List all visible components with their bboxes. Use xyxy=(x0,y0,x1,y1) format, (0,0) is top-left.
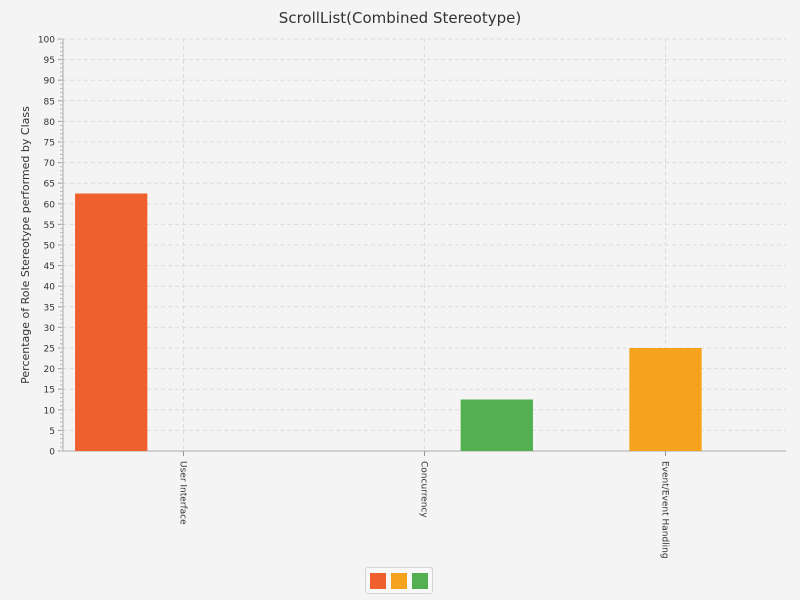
y-tick-label: 0 xyxy=(49,448,55,458)
y-tick-label: 90 xyxy=(44,77,56,87)
y-tick-label: 10 xyxy=(44,406,56,416)
y-tick-label: 35 xyxy=(44,303,55,313)
y-tick-label: 25 xyxy=(44,345,55,355)
y-tick-label: 20 xyxy=(44,365,56,375)
chart-title: ScrollList(Combined Stereotype) xyxy=(279,9,521,27)
y-tick-label: 5 xyxy=(49,427,55,437)
x-tick-label: Concurrency xyxy=(419,461,429,518)
bar-event-event-handling xyxy=(629,348,702,451)
tick-labels: 0 5 10 15 20 25 30 35 40 45 50 55 60 65 70 75 80 85 90 95 10… xyxy=(38,36,670,559)
y-tick-label: 85 xyxy=(44,97,55,107)
x-tick-label: User Interface xyxy=(178,461,188,525)
y-tick-label: 60 xyxy=(44,200,56,210)
bars xyxy=(75,193,702,451)
bar-user-interface xyxy=(75,193,148,451)
y-tick-label: 70 xyxy=(44,159,56,169)
x-tick-label: Event/Event Handling xyxy=(660,461,670,559)
y-tick-label: 100 xyxy=(38,36,55,46)
y-tick-label: 95 xyxy=(44,56,55,66)
y-tick-label: 15 xyxy=(44,386,55,396)
y-tick-label: 55 xyxy=(44,221,55,231)
y-tick-label: 50 xyxy=(44,242,56,252)
y-axis-label: Percentage of Role Stereotype performed … xyxy=(19,106,32,384)
grid-lines xyxy=(63,38,786,451)
legend-swatch-2 xyxy=(391,572,407,589)
legend-swatch-1 xyxy=(370,572,386,589)
y-tick-label: 45 xyxy=(44,262,55,272)
y-tick-label: 80 xyxy=(44,118,56,128)
bar-concurrency xyxy=(460,399,533,451)
y-tick-label: 30 xyxy=(44,324,56,334)
y-tick-label: 75 xyxy=(44,139,55,149)
y-tick-label: 65 xyxy=(44,180,55,190)
legend xyxy=(365,567,433,594)
y-tick-label: 40 xyxy=(44,283,56,293)
legend-swatch-3 xyxy=(412,572,428,589)
